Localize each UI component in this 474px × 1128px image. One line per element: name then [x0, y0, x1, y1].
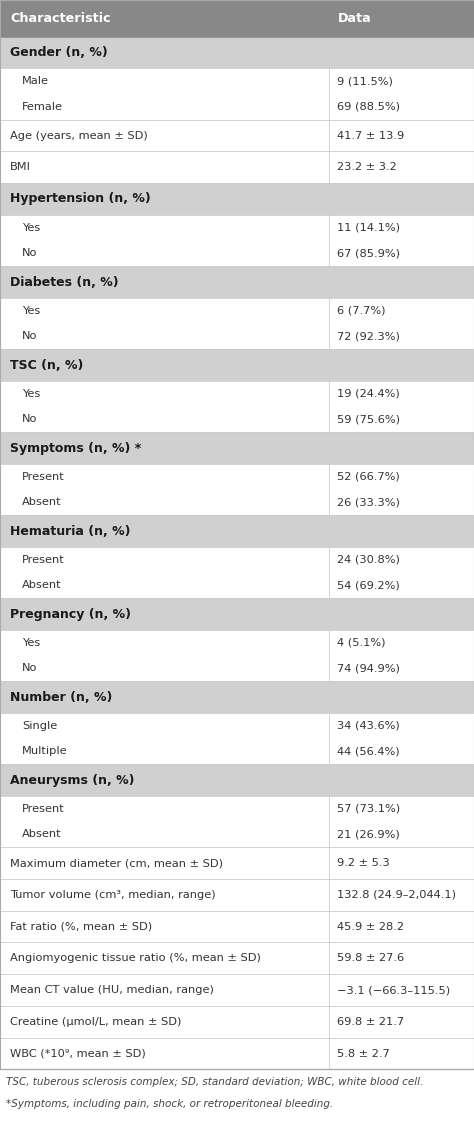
Text: No: No [22, 248, 37, 258]
Bar [0, 713, 474, 764]
Text: Mean CT value (HU, median, range): Mean CT value (HU, median, range) [10, 985, 214, 995]
Text: Pregnancy (n, %): Pregnancy (n, %) [10, 608, 131, 620]
Text: 4 (5.1%): 4 (5.1%) [337, 637, 386, 647]
Text: 19 (24.4%): 19 (24.4%) [337, 389, 400, 398]
Text: Yes: Yes [22, 637, 40, 647]
Text: 5.8 ± 2.7: 5.8 ± 2.7 [337, 1049, 390, 1058]
Text: 67 (85.9%): 67 (85.9%) [337, 248, 401, 258]
Text: No: No [22, 663, 37, 673]
Text: 59.8 ± 27.6: 59.8 ± 27.6 [337, 953, 404, 963]
Text: 54 (69.2%): 54 (69.2%) [337, 581, 400, 590]
Bar [0, 847, 474, 879]
Bar [0, 266, 474, 298]
Text: 45.9 ± 28.2: 45.9 ± 28.2 [337, 922, 404, 932]
Text: WBC (*10⁹, mean ± SD): WBC (*10⁹, mean ± SD) [10, 1049, 146, 1058]
Text: Data: Data [337, 11, 371, 25]
Text: Fat ratio (%, mean ± SD): Fat ratio (%, mean ± SD) [10, 922, 152, 932]
Text: Symptoms (n, %) *: Symptoms (n, %) * [10, 441, 141, 455]
Bar [0, 879, 474, 910]
Text: Absent: Absent [22, 581, 62, 590]
Text: Yes: Yes [22, 306, 40, 316]
Bar [0, 0, 474, 36]
Text: 24 (30.8%): 24 (30.8%) [337, 555, 401, 565]
Text: 41.7 ± 13.9: 41.7 ± 13.9 [337, 131, 405, 141]
Text: 26 (33.3%): 26 (33.3%) [337, 497, 401, 508]
Text: 6 (7.7%): 6 (7.7%) [337, 306, 386, 316]
Text: Gender (n, %): Gender (n, %) [10, 46, 108, 59]
Text: No: No [22, 414, 37, 424]
Text: No: No [22, 332, 37, 342]
Text: 74 (94.9%): 74 (94.9%) [337, 663, 401, 673]
Text: 52 (66.7%): 52 (66.7%) [337, 472, 400, 482]
Text: BMI: BMI [10, 162, 31, 173]
Text: Present: Present [22, 472, 65, 482]
Bar [0, 432, 474, 464]
Text: Aneurysms (n, %): Aneurysms (n, %) [10, 774, 135, 786]
Bar [0, 942, 474, 975]
Text: 34 (43.6%): 34 (43.6%) [337, 721, 400, 731]
Bar [0, 515, 474, 547]
Text: Tumor volume (cm³, median, range): Tumor volume (cm³, median, range) [10, 890, 216, 900]
Text: 11 (14.1%): 11 (14.1%) [337, 222, 401, 232]
Text: TSC (n, %): TSC (n, %) [10, 359, 83, 371]
Bar [0, 598, 474, 629]
Text: 69 (88.5%): 69 (88.5%) [337, 102, 401, 112]
Text: 9 (11.5%): 9 (11.5%) [337, 77, 393, 86]
Text: Single: Single [22, 721, 57, 731]
Text: Present: Present [22, 555, 65, 565]
Bar [0, 183, 474, 214]
Text: 72 (92.3%): 72 (92.3%) [337, 332, 401, 342]
Text: Creatine (μmol/L, mean ± SD): Creatine (μmol/L, mean ± SD) [10, 1016, 182, 1026]
Text: Present: Present [22, 804, 65, 813]
Text: Maximum diameter (cm, mean ± SD): Maximum diameter (cm, mean ± SD) [10, 858, 223, 869]
Bar [0, 681, 474, 713]
Bar [0, 214, 474, 266]
Bar [0, 910, 474, 942]
Bar [0, 547, 474, 598]
Text: 59 (75.6%): 59 (75.6%) [337, 414, 401, 424]
Text: Male: Male [22, 77, 49, 86]
Text: 44 (56.4%): 44 (56.4%) [337, 747, 400, 757]
Text: Yes: Yes [22, 222, 40, 232]
Bar [0, 381, 474, 432]
Bar [0, 975, 474, 1006]
Bar [0, 1006, 474, 1038]
Bar [0, 151, 474, 183]
Bar [0, 629, 474, 681]
Text: 23.2 ± 3.2: 23.2 ± 3.2 [337, 162, 397, 173]
Text: −3.1 (−66.3–115.5): −3.1 (−66.3–115.5) [337, 985, 451, 995]
Text: TSC, tuberous sclerosis complex; SD, standard deviation; WBC, white blood cell.: TSC, tuberous sclerosis complex; SD, sta… [6, 1077, 423, 1086]
Text: Age (years, mean ± SD): Age (years, mean ± SD) [10, 131, 148, 141]
Text: Hematuria (n, %): Hematuria (n, %) [10, 525, 130, 538]
Text: Absent: Absent [22, 497, 62, 508]
Text: 69.8 ± 21.7: 69.8 ± 21.7 [337, 1016, 404, 1026]
Bar [0, 796, 474, 847]
Bar [0, 298, 474, 350]
Text: Characteristic: Characteristic [10, 11, 110, 25]
Bar [0, 350, 474, 381]
Bar [0, 764, 474, 796]
Bar [0, 36, 474, 69]
Bar [0, 120, 474, 151]
Text: 132.8 (24.9–2,044.1): 132.8 (24.9–2,044.1) [337, 890, 456, 900]
Text: 57 (73.1%): 57 (73.1%) [337, 804, 401, 813]
Text: Multiple: Multiple [22, 747, 68, 757]
Bar [0, 69, 474, 120]
Text: Hypertension (n, %): Hypertension (n, %) [10, 193, 151, 205]
Text: Yes: Yes [22, 389, 40, 398]
Bar [0, 1038, 474, 1069]
Text: Diabetes (n, %): Diabetes (n, %) [10, 275, 118, 289]
Text: Number (n, %): Number (n, %) [10, 690, 112, 704]
Text: Female: Female [22, 102, 63, 112]
Text: 21 (26.9%): 21 (26.9%) [337, 829, 400, 839]
Text: Absent: Absent [22, 829, 62, 839]
Text: 9.2 ± 5.3: 9.2 ± 5.3 [337, 858, 390, 869]
Text: Angiomyogenic tissue ratio (%, mean ± SD): Angiomyogenic tissue ratio (%, mean ± SD… [10, 953, 261, 963]
Bar [0, 464, 474, 515]
Text: *Symptoms, including pain, shock, or retroperitoneal bleeding.: *Symptoms, including pain, shock, or ret… [6, 1099, 333, 1109]
